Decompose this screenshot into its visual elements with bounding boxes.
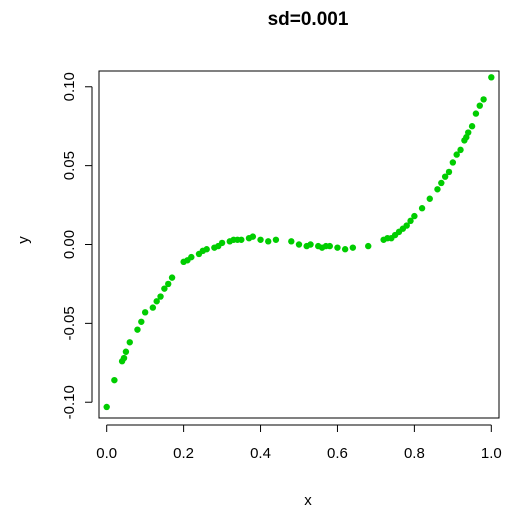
x-axis: 0.0 0.2 0.4 0.6 0.8 1.0 [96,424,502,462]
data-point [188,253,195,261]
data-point [457,146,464,154]
data-point [465,129,472,136]
y-tick-label: -0.05 [61,306,78,340]
x-tick-label: 0.6 [327,445,348,462]
data-point [341,246,349,253]
data-point [238,236,245,243]
data-point [249,233,257,240]
data-point [426,195,433,202]
data-point [403,222,410,229]
data-point [488,74,495,81]
y-tick-label: 0.00 [61,230,78,259]
data-point [365,242,372,250]
data-point [138,318,145,325]
data-point [122,348,130,355]
data-point [476,102,483,109]
chart-title: sd=0.001 [268,9,349,30]
plot-frame [98,70,500,419]
data-point [407,217,414,225]
data-point [468,123,476,130]
data-points [103,74,495,411]
data-point [265,238,272,245]
data-point [472,110,480,117]
data-point [203,246,210,253]
data-point [445,168,453,176]
data-point [120,354,128,362]
y-tick-label: 0.10 [61,72,78,101]
data-point [418,205,426,212]
x-tick-label: 0.2 [173,445,194,462]
data-point [334,244,341,251]
data-point [288,238,295,245]
data-point [453,151,460,158]
data-point [349,244,357,251]
y-axis-label: y [15,236,32,244]
x-axis-label: x [304,492,312,509]
data-point [480,96,487,103]
data-point [111,376,118,384]
data-point [272,236,280,243]
data-point [411,212,418,220]
y-axis: -0.10 -0.05 0.00 0.05 0.10 [61,72,93,419]
x-tick-label: 0.8 [404,445,425,462]
data-point [141,309,149,316]
data-point [449,159,457,166]
x-tick-label: 0.0 [96,445,117,462]
data-point [103,403,110,411]
data-point [161,285,168,292]
data-point [126,339,133,346]
y-tick-label: 0.05 [61,151,78,180]
data-point [165,280,172,288]
data-point [149,304,157,311]
data-point [153,298,160,305]
data-point [307,241,314,248]
data-point [434,186,441,193]
data-point [168,274,176,281]
data-point [326,242,333,250]
data-point [295,241,303,248]
data-point [441,173,449,180]
data-point [134,326,141,333]
x-tick-label: 0.4 [250,445,271,462]
x-tick-label: 1.0 [481,445,502,462]
data-point [157,293,164,300]
data-point [257,236,264,243]
data-point [218,239,226,247]
data-point [438,179,445,187]
y-tick-label: -0.10 [61,385,78,419]
